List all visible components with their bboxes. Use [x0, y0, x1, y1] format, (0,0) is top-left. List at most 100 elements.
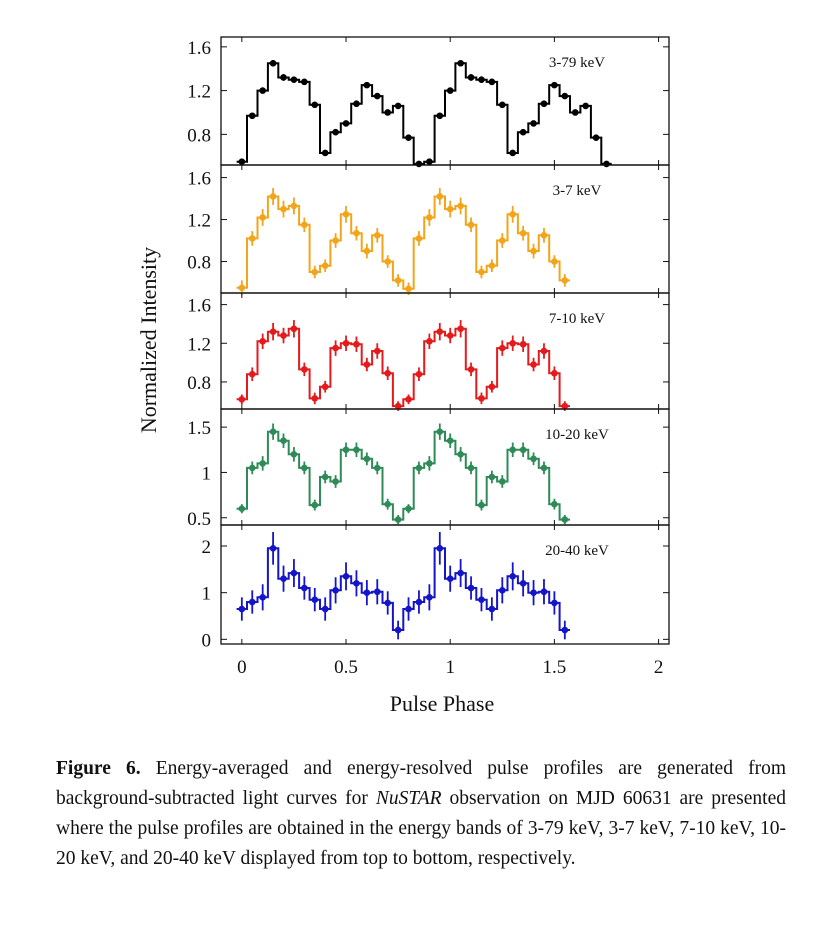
series-step-line: [236, 62, 612, 165]
data-point: [478, 395, 485, 402]
data-point: [269, 545, 277, 552]
data-point: [478, 596, 485, 603]
data-point: [561, 277, 569, 284]
data-point: [415, 235, 423, 242]
y-tick-label: 0.8: [187, 125, 211, 146]
y-axis-label: Normalized Intensity: [136, 247, 161, 433]
data-point: [561, 626, 569, 634]
y-tick-label: 1: [202, 463, 212, 484]
data-point: [446, 575, 454, 582]
data-point: [269, 328, 277, 335]
data-point: [436, 193, 444, 200]
data-point: [426, 460, 433, 467]
data-point: [301, 464, 308, 472]
data-point: [446, 332, 454, 339]
data-point: [405, 285, 412, 293]
y-tick-label: 1.5: [187, 418, 211, 439]
panel-frame: [220, 524, 670, 645]
data-point: [353, 229, 360, 237]
data-point: [415, 464, 423, 472]
data-point: [478, 76, 485, 83]
series-step-line: [236, 547, 570, 631]
data-point: [446, 205, 454, 213]
data-point: [457, 569, 464, 577]
data-point: [332, 478, 339, 485]
data-point: [301, 78, 308, 86]
data-point: [280, 205, 287, 213]
data-point: [269, 59, 277, 67]
data-point: [332, 344, 339, 352]
data-point: [519, 580, 527, 587]
data-point: [311, 395, 319, 402]
data-point: [373, 92, 381, 100]
data-point: [488, 383, 496, 391]
data-point: [467, 464, 475, 472]
data-point: [530, 455, 537, 463]
data-point: [488, 473, 496, 481]
data-point: [290, 202, 298, 210]
data-point: [509, 573, 517, 580]
band-label: 10-20 keV: [545, 427, 609, 443]
data-point: [530, 361, 537, 368]
data-point: [530, 589, 537, 596]
data-point: [488, 262, 496, 270]
data-point: [446, 437, 454, 445]
x-tick-label: 2: [654, 657, 664, 678]
data-point: [332, 587, 339, 594]
data-point: [290, 325, 298, 333]
data-point: [332, 128, 339, 136]
data-point: [259, 594, 266, 601]
x-tick-label: 1.5: [543, 657, 567, 678]
data-point: [551, 369, 558, 377]
data-point: [373, 464, 381, 472]
data-point: [238, 158, 246, 166]
data-point: [353, 340, 360, 348]
data-point: [415, 160, 423, 168]
pulse-profile-figure: 0.8 1.2 1.6 3-79 keV 0.8 1.2 1.6 3-7 keV 0.8 1.2 1…: [136, 36, 670, 716]
data-point: [280, 437, 287, 445]
data-point: [499, 344, 506, 352]
data-point: [321, 383, 329, 391]
data-point: [353, 100, 360, 108]
series-step-line: [236, 327, 570, 408]
y-tick-label: 1.6: [187, 169, 211, 190]
data-point: [561, 92, 569, 100]
data-point: [290, 569, 298, 577]
data-point: [488, 605, 496, 613]
data-point: [311, 501, 319, 509]
data-point: [342, 573, 350, 580]
data-point: [321, 262, 329, 270]
data-point: [384, 500, 391, 508]
data-point: [248, 370, 256, 378]
y-tick-label: 1: [202, 584, 212, 605]
data-point: [394, 402, 402, 410]
data-point: [321, 149, 329, 157]
data-point: [311, 268, 319, 276]
data-point: [394, 277, 402, 284]
data-point: [499, 101, 506, 109]
data-point: [426, 214, 433, 221]
data-point: [499, 478, 506, 485]
series-step-line: [236, 430, 570, 521]
data-point: [467, 584, 475, 592]
data-point: [353, 580, 360, 587]
data-point: [269, 193, 277, 200]
data-point: [582, 102, 589, 110]
data-point: [248, 598, 256, 606]
data-point: [540, 588, 548, 596]
data-point: [363, 361, 371, 368]
data-point: [321, 473, 329, 481]
panel-5: 0 1 2 20-40 keV: [202, 524, 670, 651]
series-step-line: [236, 195, 570, 290]
data-point: [353, 446, 360, 454]
data-point: [342, 339, 350, 347]
y-tick-label: 2: [202, 537, 212, 558]
data-point: [301, 221, 308, 229]
data-point: [259, 214, 266, 221]
data-point: [592, 134, 600, 141]
data-point: [509, 339, 517, 347]
panel-1: 0.8 1.2 1.6 3-79 keV: [187, 36, 670, 168]
data-point: [519, 128, 527, 136]
data-point: [248, 112, 256, 120]
data-point: [405, 396, 412, 403]
